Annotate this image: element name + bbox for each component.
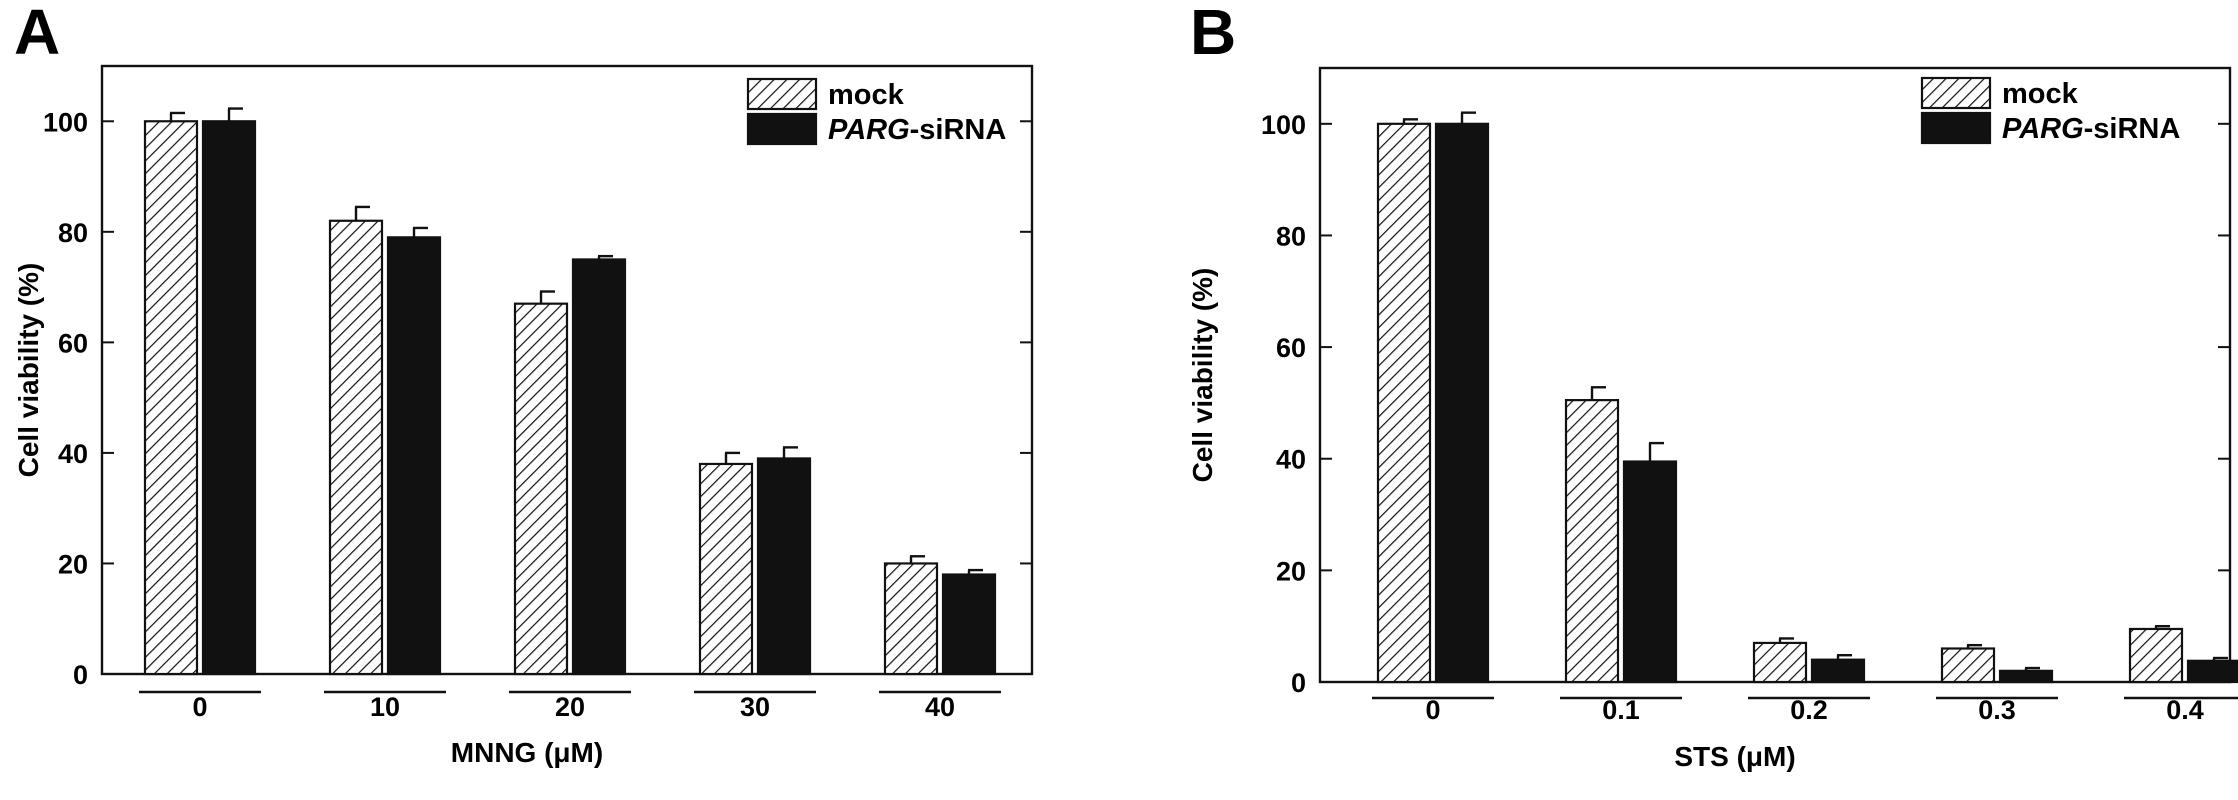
x-tick-label: 0.2 (1790, 695, 1828, 725)
x-axis-title: MNNG (μM) (451, 737, 603, 768)
x-tick-label: 0.4 (2166, 695, 2204, 725)
legend-label-italic: PARG (828, 114, 910, 146)
legend-label-italic: PARG (2002, 113, 2084, 145)
legend-label: PARG-siRNA (2002, 113, 2180, 145)
legend-label: mock (2002, 78, 2079, 110)
y-axis-title: Cell viability (%) (13, 263, 44, 478)
legend-swatch (746, 77, 818, 111)
bar-parg-sirna (941, 573, 997, 676)
y-tick-label: 100 (43, 107, 88, 137)
x-tick-label: 0.3 (1978, 695, 2016, 725)
panel-letter: B (1190, 0, 1236, 68)
x-tick-label: 0 (1425, 695, 1440, 725)
y-tick-label: 0 (1291, 668, 1306, 698)
bar-parg-sirna (1998, 669, 2054, 684)
bar-mock (1752, 641, 1808, 684)
bar-parg-sirna (756, 457, 812, 676)
bar-mock (2128, 627, 2184, 684)
bar-mock (883, 562, 939, 676)
legend-swatch (746, 112, 818, 146)
x-tick-label: 30 (740, 692, 770, 722)
bar-parg-sirna (1622, 460, 1678, 684)
legend-swatch (1920, 76, 1992, 110)
y-tick-label: 80 (1276, 221, 1306, 251)
x-tick-label: 40 (925, 692, 955, 722)
y-tick-label: 40 (58, 439, 88, 469)
bar-mock (698, 462, 754, 676)
bar-mock (1940, 647, 1996, 684)
chart-panel-b: B 0 20 40 60 80 100 Cell viability (%) 0 0.1 0.2 0.… (1187, 0, 2238, 772)
y-tick-label: 40 (1276, 445, 1306, 475)
y-tick-label: 80 (58, 218, 88, 248)
bar-mock (1564, 399, 1620, 684)
x-tick-label: 20 (555, 692, 585, 722)
legend-label-text: -siRNA (910, 114, 1007, 146)
legend-label: PARG-siRNA (828, 114, 1006, 146)
y-tick-label: 0 (73, 660, 88, 690)
bar-mock (143, 120, 199, 676)
legend-swatch (1920, 111, 1992, 145)
legend-label-text: mock (828, 79, 905, 111)
bar-mock (328, 219, 384, 676)
x-tick-label: 0 (192, 692, 207, 722)
y-tick-label: 60 (1276, 333, 1306, 363)
x-tick-label: 0.1 (1602, 695, 1640, 725)
bar-mock (513, 302, 569, 676)
y-axis-title: Cell viability (%) (1187, 268, 1218, 483)
legend-label-text: mock (2002, 78, 2079, 110)
y-tick-label: 100 (1261, 110, 1306, 140)
x-tick-label: 10 (370, 692, 400, 722)
x-axis-title: STS (μM) (1674, 741, 1795, 772)
bar-parg-sirna (1434, 122, 1490, 684)
legend-label: mock (828, 79, 905, 111)
chart-panel-a: A 0 20 40 60 80 100 Cell viability (%) 0 10 20 30 40… (13, 0, 1034, 768)
bar-parg-sirna (201, 120, 257, 676)
bar-mock (1376, 122, 1432, 684)
y-tick-label: 60 (58, 328, 88, 358)
bar-parg-sirna (571, 258, 627, 676)
panel-letter: A (14, 0, 60, 68)
bar-parg-sirna (386, 236, 442, 676)
y-tick-label: 20 (1276, 556, 1306, 586)
bar-parg-sirna (1810, 658, 1866, 684)
legend-label-text: -siRNA (2084, 113, 2181, 145)
bar-parg-sirna (2186, 659, 2238, 684)
y-tick-label: 20 (58, 549, 88, 579)
